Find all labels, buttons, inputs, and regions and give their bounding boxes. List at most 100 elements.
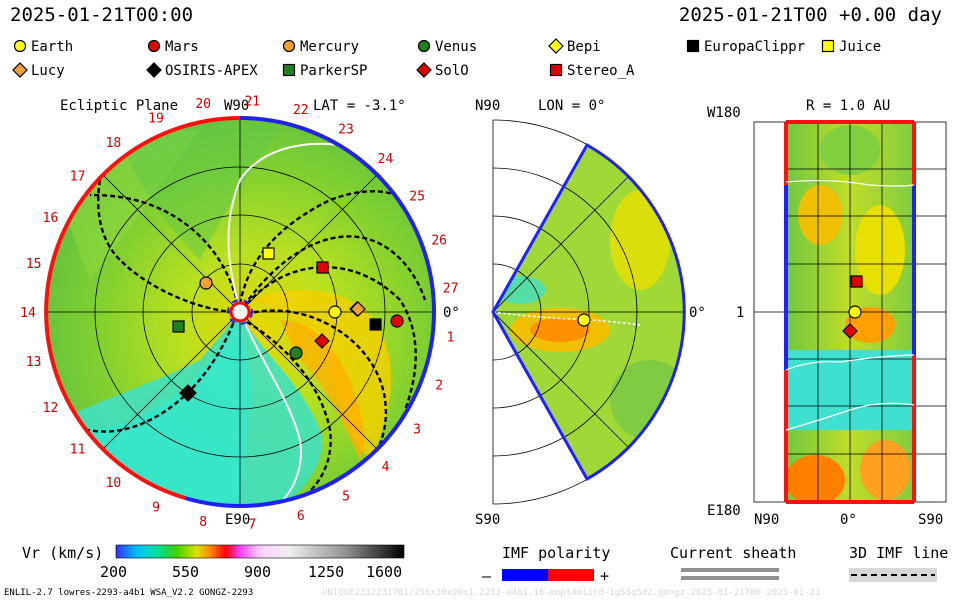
ecliptic-spacecraft bbox=[172, 247, 404, 402]
map-r-label: R = 1.0 AU bbox=[806, 98, 890, 114]
meridional-top-label: N90 bbox=[475, 98, 500, 114]
sector-label-19: 19 bbox=[148, 111, 164, 126]
solo-marker bbox=[314, 333, 330, 349]
legend-item-osiris-apex: OSIRIS-APEX bbox=[146, 62, 258, 79]
imf-minus: – bbox=[482, 567, 492, 585]
colorbar-ramp bbox=[115, 544, 405, 559]
sector-label-15: 15 bbox=[26, 257, 42, 272]
colorbar-tick-1600: 1600 bbox=[366, 563, 402, 581]
juice-marker bbox=[262, 247, 275, 260]
map-x-label-0: 0° bbox=[840, 512, 857, 528]
square-icon bbox=[549, 63, 563, 77]
imf3d-title: 3D IMF line bbox=[849, 544, 948, 562]
colorbar-tick-1250: 1250 bbox=[308, 563, 344, 581]
sheath-title: Current sheath bbox=[670, 544, 796, 562]
parkersp-marker bbox=[172, 320, 185, 333]
diamond-icon bbox=[12, 62, 28, 78]
ecliptic-polarity-neg bbox=[184, 116, 437, 508]
ecliptic-top-label: W90 bbox=[224, 98, 249, 114]
ecliptic-polarity-pos bbox=[44, 116, 241, 500]
sector-label-13: 13 bbox=[26, 355, 42, 370]
legend-label: Venus bbox=[435, 39, 478, 55]
sector-label-5: 5 bbox=[342, 490, 350, 505]
legend-item-stereo-a: Stereo_A bbox=[548, 62, 634, 79]
map-y-mid-label: 1 bbox=[736, 305, 744, 321]
ecliptic-lat-label: LAT = -3.1° bbox=[313, 98, 406, 114]
map-top-label: W180 bbox=[707, 105, 741, 121]
europaclipper-marker bbox=[369, 318, 382, 331]
sector-label-14: 14 bbox=[20, 306, 36, 321]
sector-label-1: 1 bbox=[447, 331, 455, 346]
osiris-apex-marker bbox=[179, 384, 197, 402]
stereo-a-marker bbox=[316, 261, 329, 274]
diamond-icon bbox=[548, 38, 564, 54]
footer-run-info: ENLIL-2.7 lowres-2293-a4b1 WSA_V2.2 GONG… bbox=[4, 588, 254, 598]
meridional-earth-marker bbox=[577, 313, 591, 327]
map-grid bbox=[753, 121, 947, 503]
legend-label: SolO bbox=[435, 63, 469, 79]
sector-label-16: 16 bbox=[43, 211, 59, 226]
imf3d-key: 3D IMF line bbox=[849, 544, 948, 582]
sector-label-11: 11 bbox=[70, 442, 86, 457]
sector-label-25: 25 bbox=[409, 190, 425, 205]
sector-label-23: 23 bbox=[338, 122, 354, 137]
sector-label-8: 8 bbox=[199, 515, 207, 530]
sector-label-3: 3 bbox=[413, 423, 421, 438]
legend-label: OSIRIS-APEX bbox=[165, 63, 258, 79]
legend-label: Bepi bbox=[567, 39, 601, 55]
legend-label: Stereo_A bbox=[567, 63, 635, 79]
square-icon bbox=[282, 63, 296, 77]
sector-label-9: 9 bbox=[152, 501, 160, 516]
meridional-right-label: 0° bbox=[689, 305, 706, 321]
legend-item-bepi: Bepi bbox=[548, 38, 601, 55]
header-time-left: 2025-01-21T00:00 bbox=[10, 4, 194, 26]
map-earth-marker bbox=[848, 305, 862, 319]
legend-item-mars: Mars bbox=[146, 38, 199, 55]
diamond-icon bbox=[416, 62, 432, 78]
circle-icon bbox=[147, 39, 161, 53]
sector-label-20: 20 bbox=[195, 97, 211, 112]
sector-label-7: 7 bbox=[248, 518, 256, 533]
map-x-label-n90: N90 bbox=[754, 512, 779, 528]
colorbar-title: Vr (km/s) bbox=[22, 544, 103, 562]
header-time-right: 2025-01-21T00 +0.00 day bbox=[678, 4, 942, 26]
meridional-bottom-label: S90 bbox=[475, 512, 500, 528]
legend-item-lucy: Lucy bbox=[12, 62, 65, 79]
legend-item-mercury: Mercury bbox=[281, 38, 359, 55]
square-icon bbox=[821, 39, 835, 53]
circle-icon bbox=[282, 39, 296, 53]
colorbar-tick-200: 200 bbox=[100, 563, 127, 581]
mars-marker bbox=[390, 314, 404, 328]
sun-marker bbox=[229, 301, 251, 323]
sector-label-12: 12 bbox=[43, 401, 59, 416]
footer-run-id: UNIQUE2312231701/256x30x90x1.2253-a4b1.1… bbox=[322, 588, 821, 598]
legend-item-venus: Venus bbox=[416, 38, 477, 55]
sector-label-6: 6 bbox=[297, 509, 305, 524]
imf-plus: + bbox=[600, 567, 609, 585]
circle-icon bbox=[417, 39, 431, 53]
ecliptic-panel: Ecliptic Plane LAT = -3.1° W90 E90 0° 12… bbox=[20, 94, 460, 532]
venus-marker bbox=[289, 346, 303, 360]
imf-negative-swatch bbox=[502, 569, 548, 581]
legend-item-europaclippr: EuropaClippr bbox=[685, 38, 805, 55]
mercury-marker bbox=[199, 276, 213, 290]
sector-label-21: 21 bbox=[244, 94, 260, 109]
sector-label-10: 10 bbox=[106, 476, 122, 491]
imf-positive-swatch bbox=[548, 569, 594, 581]
sector-label-4: 4 bbox=[382, 460, 390, 475]
circle-icon bbox=[13, 39, 27, 53]
legend-item-earth: Earth bbox=[12, 38, 73, 55]
legend-item-juice: Juice bbox=[820, 38, 881, 55]
meridional-panel: N90 LON = 0° S90 0° bbox=[475, 98, 706, 528]
imf-title: IMF polarity bbox=[502, 544, 610, 562]
legend-label: Mercury bbox=[300, 39, 360, 55]
ecliptic-bottom-label: E90 bbox=[225, 512, 250, 528]
imf-polarity-key: IMF polarity – + bbox=[482, 544, 610, 585]
current-sheath-key: Current sheath bbox=[670, 544, 796, 580]
map-bottom-label: E180 bbox=[707, 503, 741, 519]
legend-label: Mars bbox=[165, 39, 199, 55]
colorbar: Vr (km/s) 200 550 900 1250 1600 bbox=[22, 544, 405, 581]
colorbar-tick-550: 550 bbox=[172, 563, 199, 581]
